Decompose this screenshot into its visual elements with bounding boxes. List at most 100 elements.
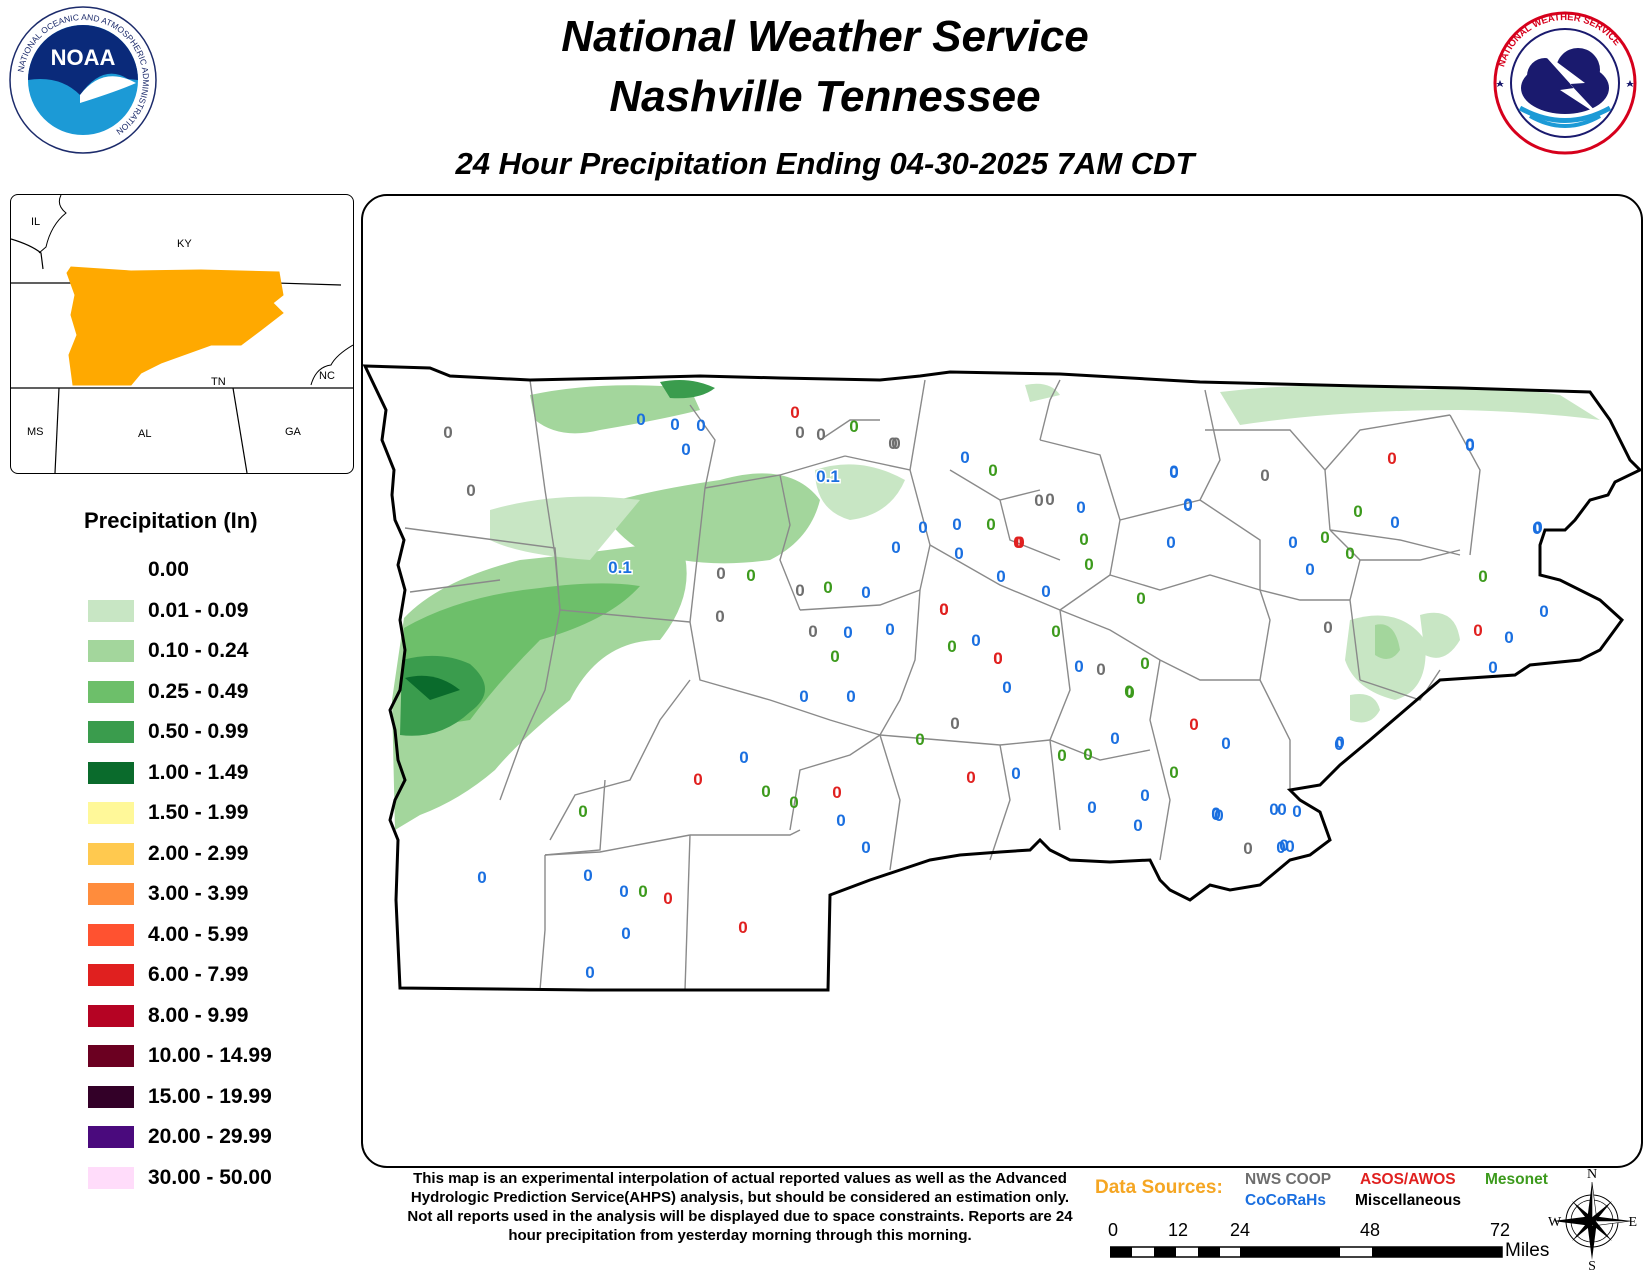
- inset-label-ms: MS: [27, 426, 44, 438]
- cocorahs-report: 0.1: [608, 558, 632, 577]
- cocorahs-report: 0: [477, 868, 486, 887]
- legend-label: 15.00 - 19.99: [148, 1084, 272, 1108]
- coop-report: 0: [816, 425, 825, 444]
- legend-item: 0.50 - 0.99: [88, 712, 248, 752]
- cocorahs-report: 0: [739, 748, 748, 767]
- inset-label-tn: TN: [211, 376, 226, 388]
- compass-rose-icon: N E S W: [1545, 1166, 1640, 1274]
- legend-swatch: [88, 680, 134, 703]
- cocorahs-report: 0: [885, 620, 894, 639]
- cocorahs-report: 0: [954, 544, 963, 563]
- mesonet-report: 0: [1079, 530, 1088, 549]
- mesonet-report: 0: [638, 882, 647, 901]
- precip-area-001-center: [815, 464, 905, 520]
- cocorahs-report: 0: [583, 866, 592, 885]
- cocorahs-report: 0: [846, 687, 855, 706]
- legend-swatch: [88, 802, 134, 824]
- legend-label: 4.00 - 5.99: [148, 922, 249, 946]
- cocorahs-report: 0: [585, 963, 594, 982]
- coverage-area: [66, 266, 284, 386]
- cocorahs-report: 0: [1133, 816, 1142, 835]
- mesonet-report: 0: [947, 637, 956, 656]
- inset-label-al: AL: [138, 428, 151, 440]
- mesonet-report: 0: [1136, 589, 1145, 608]
- asos-report: 0: [832, 783, 841, 802]
- coop-report: 0: [795, 581, 804, 600]
- cocorahs-report: 0: [1169, 463, 1178, 482]
- cocorahs-report: 0: [1532, 519, 1541, 538]
- legend-swatch: [88, 1126, 134, 1148]
- precip-area-010-north: [530, 385, 700, 434]
- station-reports: 000 0000000000000000000000000000000000000…: [443, 403, 1548, 982]
- cocorahs-report: 0: [1277, 800, 1286, 819]
- scale-tick-48: 48: [1360, 1220, 1381, 1240]
- cocorahs-report: 0: [1533, 518, 1542, 537]
- legend-swatch: [88, 1085, 134, 1108]
- mesonet-report: 0: [823, 578, 832, 597]
- legend-item: 2.00 - 2.99: [88, 834, 248, 874]
- noaa-logo: NOAA NATIONAL OCEANIC AND ATMOSPHERIC AD…: [8, 5, 158, 155]
- mesonet-report: 0: [1140, 654, 1149, 673]
- cocorahs-report: 0: [1087, 798, 1096, 817]
- coop-report: 0: [1034, 491, 1043, 510]
- legend-swatch: [88, 599, 134, 622]
- legend-label: 20.00 - 29.99: [148, 1125, 272, 1148]
- mesonet-report: 0: [1084, 555, 1093, 574]
- coop-report: 0: [950, 714, 959, 733]
- map-subtitle: 24 Hour Precipitation Ending 04-30-2025 …: [455, 146, 1195, 181]
- cocorahs-report: 0: [1539, 602, 1548, 621]
- legend-swatch: [88, 883, 134, 905]
- asos-report: 0: [1387, 449, 1396, 468]
- asos-report: 0: [738, 918, 747, 937]
- cocorahs-report: 0: [1279, 836, 1288, 855]
- legend-item: 1.50 - 1.99: [88, 793, 248, 833]
- coop-report: 0: [1323, 618, 1332, 637]
- mesonet-report: 0: [986, 515, 995, 534]
- scale-unit: Miles: [1505, 1240, 1550, 1261]
- cocorahs-report: 0: [1488, 658, 1497, 677]
- legend-swatch: [88, 964, 134, 986]
- mesonet-report: 0: [1051, 622, 1060, 641]
- legend-swatch: [88, 640, 134, 662]
- legend-label: 1.00 - 1.49: [148, 760, 249, 784]
- precip-area-001-ne: [1220, 385, 1600, 425]
- asos-report: 0: [1013, 533, 1022, 552]
- legend-swatch: [88, 1045, 134, 1067]
- source-nws-coop: NWS COOP: [1245, 1171, 1332, 1188]
- asos-report: 0: [790, 403, 799, 422]
- cocorahs-report: 0: [1169, 462, 1178, 481]
- cocorahs-report: 0: [1221, 734, 1230, 753]
- precip-area-001-east2: [1420, 612, 1460, 658]
- coop-report: 0: [808, 622, 817, 641]
- legend-swatch: [88, 761, 134, 784]
- scale-bar: [1110, 1246, 1503, 1258]
- precip-area-010-center: [600, 473, 820, 564]
- asos-report: 0: [663, 889, 672, 908]
- region-boundary: [362, 364, 1643, 992]
- coop-report: 0: [1243, 839, 1252, 858]
- precip-area-010-east: [1375, 624, 1400, 659]
- compass-s: S: [1588, 1259, 1596, 1271]
- cocorahs-report: 0: [1305, 560, 1314, 579]
- compass-n: N: [1587, 1167, 1597, 1182]
- mesonet-report: 0: [1478, 567, 1487, 586]
- legend-item: 0.10 - 0.24: [88, 631, 248, 671]
- scale-tick-72: 72: [1490, 1220, 1511, 1240]
- cocorahs-report: 0: [1504, 628, 1513, 647]
- cocorahs-report: 0: [636, 410, 645, 429]
- mesonet-report: 0: [1320, 528, 1329, 547]
- mesonet-report: 0: [746, 566, 755, 585]
- cocorahs-report: 0: [843, 623, 852, 642]
- legend-label: 2.00 - 2.99: [148, 841, 249, 865]
- cocorahs-report: 0: [621, 924, 630, 943]
- cocorahs-report: 0: [1166, 533, 1175, 552]
- legend-label: 0.50 - 0.99: [148, 720, 249, 743]
- legend-title: Precipitation (In): [84, 508, 258, 533]
- source-cocorahs: CoCoRaHs: [1245, 1192, 1326, 1209]
- cocorahs-report: 0: [1110, 729, 1119, 748]
- cocorahs-report: 0: [971, 631, 980, 650]
- compass-e: E: [1628, 1215, 1637, 1230]
- cocorahs-report: 0: [1011, 764, 1020, 783]
- cocorahs-report: 0: [1041, 582, 1050, 601]
